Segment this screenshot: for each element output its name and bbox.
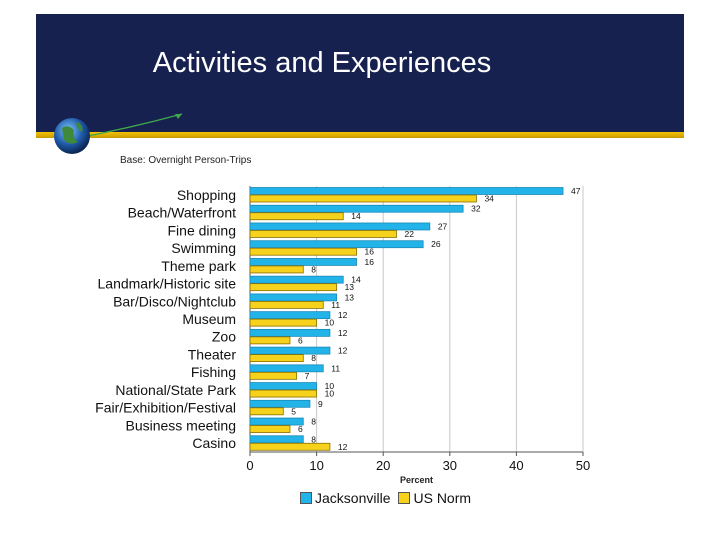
- data-label: 22: [405, 229, 415, 239]
- data-label: 32: [471, 204, 481, 214]
- data-label: 11: [331, 300, 340, 310]
- bar-jacksonville: [249, 399, 311, 408]
- chart-legend: Jacksonville US Norm: [300, 490, 475, 506]
- bar-jacksonville: [249, 417, 304, 426]
- bar-us-norm: [249, 230, 397, 238]
- category-label: Fine dining: [168, 222, 237, 238]
- bar-us-norm: [249, 247, 357, 256]
- bar-jacksonville: [249, 240, 424, 249]
- bar-us-norm: [249, 407, 284, 416]
- data-label: 8: [311, 434, 316, 444]
- legend-item-jacksonville: Jacksonville: [300, 490, 390, 506]
- legend-item-us-norm: US Norm: [398, 490, 471, 506]
- bar-us-norm: [249, 389, 317, 398]
- data-label: 6: [298, 424, 303, 434]
- category-label: Bar/Disco/Nightclub: [113, 293, 236, 309]
- data-label: 7: [305, 371, 310, 381]
- data-label: 12: [338, 442, 348, 452]
- bar-jacksonville: [249, 435, 304, 444]
- data-label: 34: [484, 194, 494, 204]
- gold-divider: [36, 132, 684, 138]
- category-label: Museum: [182, 311, 236, 327]
- bar-us-norm: [249, 371, 298, 380]
- data-label: 12: [338, 328, 348, 338]
- data-label: 12: [338, 346, 348, 356]
- legend-label-us-norm: US Norm: [413, 490, 472, 506]
- bar-jacksonville: [249, 275, 344, 284]
- bar-us-norm: [249, 212, 344, 221]
- x-tick-label: 40: [509, 458, 523, 473]
- data-label: 8: [311, 264, 316, 274]
- bar-jacksonville: [249, 293, 337, 302]
- bar-jacksonville: [249, 364, 324, 373]
- category-label: Business meeting: [125, 417, 236, 433]
- slide-title: Activities and Experiences: [152, 47, 492, 79]
- x-tick-label: 0: [246, 458, 253, 473]
- data-label: 8: [311, 353, 316, 363]
- data-label: 13: [345, 282, 355, 292]
- data-label: 5: [291, 406, 296, 416]
- data-label: 26: [431, 239, 441, 249]
- category-label: Theme park: [161, 258, 237, 274]
- category-label: Casino: [192, 435, 236, 451]
- bar-us-norm: [249, 336, 291, 345]
- data-label: 14: [351, 211, 361, 221]
- data-label: 47: [571, 186, 581, 196]
- x-axis-label: Percent: [400, 475, 433, 485]
- data-label: 16: [365, 247, 375, 257]
- data-label: 9: [318, 399, 323, 409]
- data-label: 6: [298, 335, 303, 345]
- category-label: National/State Park: [115, 382, 237, 398]
- bar-us-norm: [249, 318, 317, 327]
- data-label: 14: [351, 275, 361, 285]
- bar-us-norm: [249, 194, 477, 203]
- legend-label-jacksonville: Jacksonville: [315, 490, 391, 506]
- data-label: 27: [438, 221, 448, 231]
- data-label: 16: [365, 257, 375, 267]
- x-tick-label: 50: [576, 458, 590, 473]
- data-label: 8: [311, 417, 316, 427]
- category-label: Beach/Waterfront: [128, 205, 237, 221]
- x-tick-label: 30: [443, 458, 457, 473]
- x-tick-label: 10: [309, 458, 323, 473]
- globe-logo-icon: [54, 113, 183, 154]
- data-label: 10: [325, 318, 335, 328]
- category-label: Fishing: [191, 364, 236, 380]
- title-banner: [36, 14, 684, 132]
- bar-jacksonville: [249, 311, 331, 320]
- data-label: 11: [331, 363, 340, 373]
- data-label: 12: [338, 310, 348, 320]
- base-note: Base: Overnight Person-Trips: [120, 155, 252, 166]
- bar-jacksonville: [249, 258, 357, 266]
- bar-us-norm: [249, 425, 291, 433]
- category-label: Fair/Exhibition/Festival: [95, 400, 236, 416]
- category-label: Shopping: [177, 187, 236, 203]
- bar-jacksonville: [249, 222, 431, 231]
- bar-us-norm: [249, 283, 337, 292]
- bar-us-norm: [249, 354, 304, 363]
- bar-jacksonville: [249, 204, 464, 213]
- bar-jacksonville: [249, 187, 564, 195]
- category-label: Swimming: [171, 240, 236, 256]
- legend-swatch-us-norm: [398, 492, 411, 504]
- category-label: Landmark/Historic site: [98, 276, 237, 292]
- x-tick-label: 20: [376, 458, 390, 473]
- legend-swatch-jacksonville: [300, 492, 312, 504]
- bar-us-norm: [249, 300, 324, 309]
- bar-us-norm: [249, 265, 304, 274]
- bar-jacksonville: [249, 328, 331, 337]
- bar-us-norm: [249, 442, 331, 451]
- data-label: 13: [345, 292, 355, 302]
- category-label: Theater: [188, 346, 237, 362]
- bar-jacksonville: [249, 382, 317, 390]
- data-label: 10: [325, 381, 335, 391]
- bar-jacksonville: [249, 346, 331, 355]
- data-label: 10: [325, 389, 335, 399]
- category-label: Zoo: [212, 329, 236, 345]
